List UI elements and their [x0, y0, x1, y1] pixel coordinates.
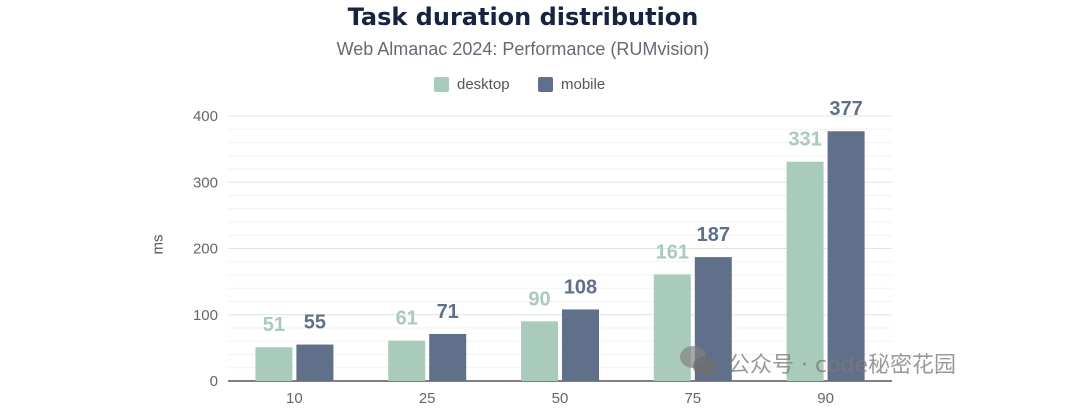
- x-tick-label: 75: [684, 390, 701, 407]
- y-tick-label: 100: [193, 307, 218, 324]
- data-label-desktop-75: 161: [656, 241, 689, 263]
- wechat-icon: [680, 346, 718, 380]
- bar-desktop-50: [521, 321, 558, 381]
- x-tick-label: 25: [419, 390, 436, 407]
- y-tick-label: 0: [210, 373, 218, 390]
- x-tick-label: 10: [286, 390, 303, 407]
- x-tick-label: 90: [817, 390, 834, 407]
- data-label-desktop-50: 90: [528, 288, 550, 310]
- bar-desktop-90: [786, 161, 824, 381]
- legend-label-desktop: desktop: [457, 75, 510, 93]
- y-tick-label: 200: [193, 241, 218, 258]
- legend-label-mobile: mobile: [561, 75, 606, 93]
- data-label-mobile-90: 377: [829, 98, 862, 120]
- y-tick-label: 400: [193, 108, 218, 125]
- data-label-mobile-10: 55: [304, 312, 326, 334]
- legend-swatch-mobile: [538, 76, 553, 92]
- legend-item-desktop[interactable]: desktop: [434, 75, 510, 93]
- chart-subtitle: Web Almanac 2024: Performance (RUMvision…: [336, 39, 710, 59]
- data-label-mobile-25: 71: [437, 301, 459, 323]
- watermark-text: 公众号 · code秘密花园: [728, 353, 957, 378]
- legend-swatch-desktop: [434, 76, 449, 92]
- y-tick-label: 300: [193, 174, 218, 191]
- bar-desktop-10: [255, 347, 293, 381]
- data-label-desktop-10: 51: [263, 314, 285, 336]
- bar-mobile-50: [562, 309, 599, 381]
- data-label-desktop-25: 61: [396, 308, 418, 330]
- bar-desktop-25: [388, 340, 426, 381]
- x-tick-label: 50: [552, 390, 569, 407]
- data-label-mobile-50: 108: [564, 276, 597, 298]
- bar-mobile-10: [296, 344, 334, 381]
- bar-mobile-25: [429, 333, 467, 381]
- legend-item-mobile[interactable]: mobile: [538, 75, 605, 93]
- watermark: 公众号 · code秘密花园: [680, 346, 956, 380]
- bar-mobile-90: [827, 131, 865, 381]
- chart-title: Task duration distribution: [347, 3, 699, 31]
- data-label-mobile-75: 187: [697, 224, 730, 246]
- data-label-desktop-90: 331: [788, 129, 821, 151]
